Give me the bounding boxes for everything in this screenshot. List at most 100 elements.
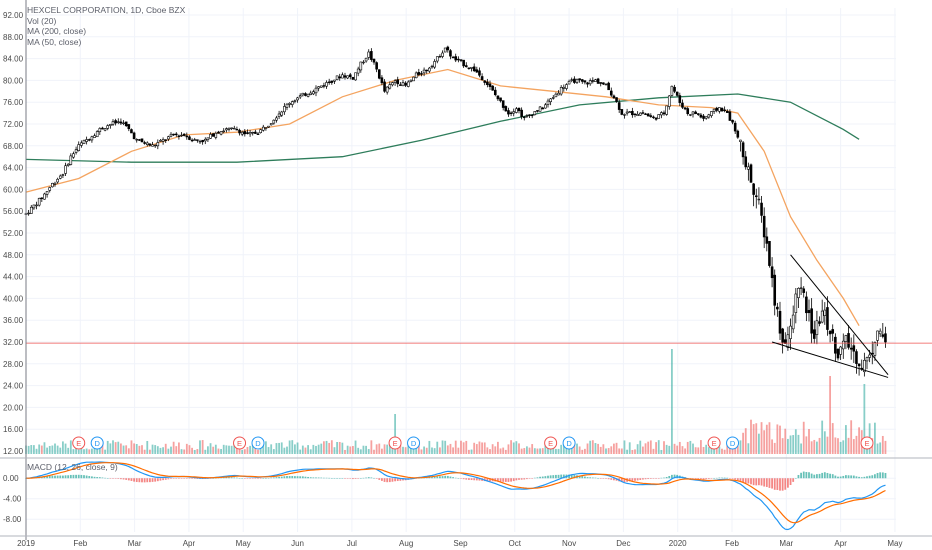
candle-body (256, 133, 260, 135)
marker-label: E (712, 439, 717, 448)
volume-bar (491, 444, 494, 454)
vol-legend[interactable]: Vol (20) (27, 15, 57, 26)
candle-body (707, 114, 711, 118)
macd-histogram-bar (396, 478, 399, 482)
candle-body (51, 182, 54, 188)
candle-body (53, 182, 57, 185)
candle-body (301, 92, 305, 96)
time-tick-label: Mar (779, 539, 793, 548)
macd-histogram-bar (486, 478, 489, 482)
volume-bar (394, 414, 396, 454)
candle-body (348, 74, 352, 78)
price-tick-label: 80.00 (3, 76, 24, 85)
candle-body (823, 309, 827, 316)
volume-bar (301, 445, 304, 454)
volume-bar (773, 442, 776, 454)
ma50-legend[interactable]: MA (50, close) (27, 36, 82, 47)
candle-body (865, 357, 869, 362)
volume-bar (183, 449, 186, 454)
candle-body (240, 131, 244, 135)
macd-histogram-bar (726, 477, 729, 479)
volume-bar (109, 443, 112, 454)
macd-histogram-bar (104, 477, 106, 479)
macd-histogram-bar (270, 477, 273, 479)
candle-body (459, 59, 463, 61)
volume-bar (407, 444, 410, 454)
macd-histogram-bar (141, 478, 143, 483)
wedge-trendline (771, 341, 889, 378)
macd-histogram-bar (613, 478, 615, 481)
macd-histogram-bar (628, 478, 631, 482)
volume-bar (291, 440, 294, 454)
volume-bar (823, 431, 826, 454)
candle-body (704, 116, 708, 119)
volume-bar (615, 442, 618, 454)
volume-bar (842, 440, 845, 454)
candle-body (831, 329, 835, 334)
volume-bar (325, 440, 328, 454)
volume-bar (344, 449, 346, 454)
volume-bar (338, 441, 341, 454)
candle-body (522, 116, 526, 119)
macd-histogram-bar (768, 478, 771, 488)
volume-bar (681, 446, 684, 454)
symbol-title[interactable]: HEXCEL CORPORATION, 1D, Cboe BZX (27, 5, 186, 15)
volume-bar (805, 436, 808, 454)
price-tick-label: 16.00 (3, 425, 24, 434)
macd-histogram-bar (178, 478, 180, 479)
marker-label: D (255, 439, 261, 448)
volume-bar (307, 445, 309, 454)
macd-histogram-bar (212, 478, 215, 479)
volume-bar (813, 439, 816, 454)
price-tick-label: 84.00 (3, 55, 24, 64)
volume-bar (309, 449, 312, 454)
volume-bar (660, 449, 663, 454)
candle-body (446, 46, 450, 51)
macd-histogram-bar (649, 478, 652, 479)
candle-body (472, 66, 476, 72)
earnings-marker (233, 436, 247, 450)
macd-histogram-bar (866, 476, 868, 479)
volume-bar (33, 445, 35, 454)
volume-bar (64, 443, 67, 454)
ma200-legend[interactable]: MA (200, close) (27, 26, 87, 36)
macd-legend[interactable]: MACD (12, 26, close, 9) (27, 462, 118, 472)
macd-tick-label: 0.00 (3, 474, 19, 483)
volume-bar (673, 443, 676, 454)
volume-bar (565, 448, 568, 454)
candle-body (454, 56, 458, 61)
candle-body (462, 59, 465, 67)
candle-body (145, 142, 149, 145)
macd-histogram-bar (336, 478, 338, 479)
price-tick-label: 40.00 (3, 294, 24, 303)
candle-body (512, 111, 516, 114)
candle-body (691, 111, 695, 115)
macd-histogram-bar (243, 478, 246, 479)
macd-histogram-bar (802, 471, 805, 479)
time-tick-label: Nov (562, 539, 576, 548)
time-tick-label: Apr (834, 539, 847, 548)
candle-body (749, 164, 753, 183)
volume-bar (30, 445, 33, 454)
macd-histogram-bar (199, 478, 201, 479)
macd-histogram-bar (779, 478, 781, 491)
macd-histogram-bar (750, 478, 752, 485)
candle-body (594, 79, 597, 82)
volume-bar (510, 440, 512, 454)
volume-bar (644, 443, 647, 454)
candle-body (538, 106, 542, 112)
candle-body (314, 87, 318, 94)
macd-histogram-bar (441, 476, 444, 479)
candle-body (227, 127, 231, 130)
candle-body (182, 133, 186, 136)
candle-body (517, 107, 521, 112)
volume-bar (386, 444, 389, 454)
candle-body (575, 79, 579, 83)
candle-body (844, 335, 848, 342)
candle-body (578, 78, 581, 81)
time-tick-label: Feb (725, 539, 739, 548)
candle-body (546, 100, 550, 105)
volume-bar (77, 449, 80, 454)
macd-histogram-bar (810, 473, 813, 479)
